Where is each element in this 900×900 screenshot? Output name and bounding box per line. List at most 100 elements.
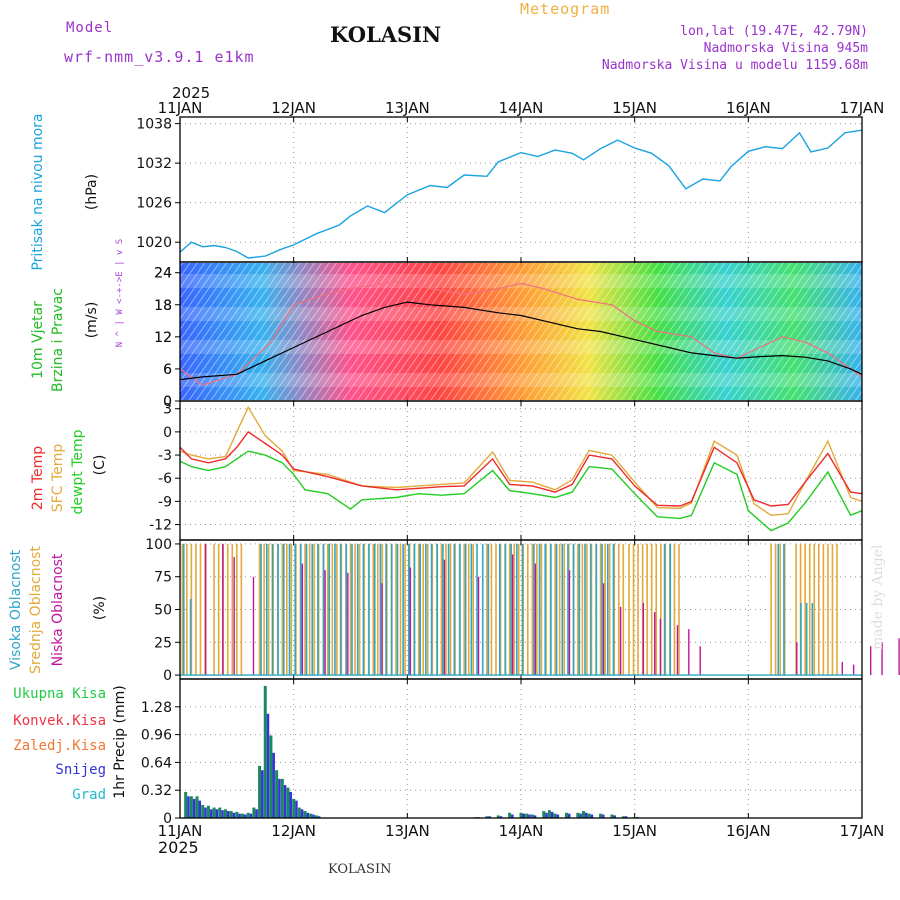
y-tick-label: -12 bbox=[149, 518, 172, 534]
precip-snow-bar bbox=[255, 809, 258, 818]
y-tick-label: 1038 bbox=[136, 117, 172, 133]
precip-snow-bar bbox=[602, 814, 605, 818]
pressure-unit-label: (hPa) bbox=[84, 174, 100, 210]
precip-total-bar bbox=[508, 812, 512, 818]
page-title: KOLASIN bbox=[330, 22, 442, 47]
wind-axis-label-2: Brzina i Pravac bbox=[50, 288, 66, 392]
panel-pressure: 1020 1026 1032 1038 bbox=[136, 117, 863, 262]
precip-legend-item: Snijeg bbox=[55, 762, 106, 778]
precip-snow-bar bbox=[187, 796, 190, 818]
y-tick-label: 0 bbox=[163, 394, 172, 410]
precip-snow-bar bbox=[244, 814, 247, 818]
temp-2m-line bbox=[179, 430, 863, 507]
model-elevation-label: Nadmorska Visina u modelu 1159.68m bbox=[601, 58, 868, 73]
panel-temperature: -12 -9 -6 -3 0 3 bbox=[149, 401, 863, 540]
precip-total-bar bbox=[582, 811, 586, 818]
precip-total-bar bbox=[286, 787, 290, 818]
wind-direction-compass: N ^ | W <-+->E | v S bbox=[115, 239, 125, 347]
precip-total-bar bbox=[547, 810, 551, 818]
y-tick-label: -9 bbox=[158, 494, 172, 510]
x-tick-label-top: 11JAN bbox=[158, 99, 203, 117]
precip-total-bar bbox=[314, 815, 318, 818]
precip-total-bar bbox=[525, 813, 529, 818]
precip-snow-bar bbox=[579, 813, 582, 818]
precip-snow-bar bbox=[278, 778, 281, 818]
y-tick-label: 1032 bbox=[136, 156, 172, 172]
y-tick-label: 0.96 bbox=[141, 728, 172, 744]
precip-total-bar bbox=[258, 765, 262, 818]
wind-axis-label: 10m Vjetar bbox=[30, 301, 46, 379]
precip-total-bar bbox=[201, 804, 205, 818]
y-tick-label: 12 bbox=[154, 330, 172, 346]
wind-barb-row bbox=[180, 373, 862, 387]
precip-snow-bar bbox=[221, 810, 224, 818]
precip-snow-bar bbox=[300, 809, 304, 818]
x-tick-label-bottom: 17JAN bbox=[840, 822, 885, 840]
precip-snow-bar bbox=[192, 798, 196, 818]
precip-total-bar bbox=[599, 813, 603, 818]
precip-total-bar bbox=[530, 814, 534, 818]
pressure-line bbox=[179, 129, 863, 259]
y-tick-label: 1020 bbox=[136, 235, 172, 251]
sfc-temp-line bbox=[179, 405, 863, 517]
precip-axis-label: 1hr Precip (mm) bbox=[112, 685, 128, 798]
precip-total-bar bbox=[292, 798, 296, 818]
x-tick-label-bottom: 15JAN bbox=[612, 822, 657, 840]
temp-unit-label: (C) bbox=[92, 455, 108, 476]
y-tick-label: 0 bbox=[163, 668, 172, 684]
precip-snow-bar bbox=[567, 813, 571, 818]
y-tick-label: -6 bbox=[158, 471, 172, 487]
y-tick-label: 3 bbox=[163, 402, 172, 418]
precip-total-bar bbox=[496, 815, 500, 818]
precip-snow-bar bbox=[283, 784, 287, 818]
precip-snow-bar bbox=[528, 814, 531, 818]
elevation-label: Nadmorska Visina 945m bbox=[703, 41, 868, 56]
precip-total-bar bbox=[519, 812, 523, 818]
precip-total-bar bbox=[212, 807, 216, 818]
x-tick-label-bottom: 13JAN bbox=[385, 822, 430, 840]
precip-snow-bar bbox=[295, 800, 298, 818]
precip-total-bar bbox=[184, 791, 188, 818]
y-tick-label: 24 bbox=[154, 266, 172, 282]
precip-snow-bar bbox=[226, 811, 230, 818]
precip-total-bar bbox=[621, 816, 625, 818]
wind-barb-row bbox=[180, 274, 862, 288]
y-tick-label: 24 bbox=[154, 266, 172, 282]
precip-total-bar bbox=[241, 813, 245, 818]
wind-gust-line bbox=[179, 280, 863, 386]
precip-total-bar bbox=[610, 814, 614, 818]
coordinates-label: lon,lat (19.47E, 42.79N) bbox=[680, 24, 868, 39]
precip-snow-bar bbox=[533, 815, 537, 818]
precip-total-bar bbox=[218, 807, 222, 818]
y-tick-label: 6 bbox=[163, 362, 172, 378]
y-tick-label: 6 bbox=[163, 362, 172, 378]
precip-total-bar bbox=[280, 778, 284, 818]
year-bottom: 2025 bbox=[158, 838, 199, 857]
panel-frame bbox=[179, 678, 863, 819]
y-tick-label: 1026 bbox=[136, 196, 172, 212]
precip-snow-bar bbox=[312, 814, 315, 818]
x-tick-label-bottom: 12JAN bbox=[271, 822, 316, 840]
precip-total-bar bbox=[223, 809, 227, 818]
credit-label: made by Angel bbox=[870, 544, 886, 651]
precip-snow-bar bbox=[590, 814, 594, 818]
wind-barbs-hatch bbox=[180, 263, 862, 400]
precip-snow-bar bbox=[232, 812, 236, 818]
sfc-temp-axis-label: SFC Temp bbox=[50, 444, 66, 513]
wind-barb-row bbox=[180, 340, 862, 354]
precip-snow-bar bbox=[522, 813, 525, 818]
precip-snow-bar bbox=[550, 811, 554, 818]
product-label: Meteogram bbox=[520, 0, 611, 18]
y-tick-label: 1.28 bbox=[141, 700, 172, 716]
precip-total-bar bbox=[275, 770, 279, 818]
y-tick-label: 100 bbox=[145, 537, 172, 553]
precip-legend-item: Grad bbox=[72, 787, 106, 803]
precip-total-bar bbox=[263, 685, 267, 818]
precip-total-bar bbox=[269, 735, 273, 818]
precip-snow-bar bbox=[585, 812, 588, 818]
precip-total-bar bbox=[309, 813, 313, 818]
year-top: 2025 bbox=[172, 84, 211, 102]
precip-snow-bar bbox=[238, 813, 241, 818]
dewpoint-axis-label: dewpt Temp bbox=[70, 429, 86, 514]
